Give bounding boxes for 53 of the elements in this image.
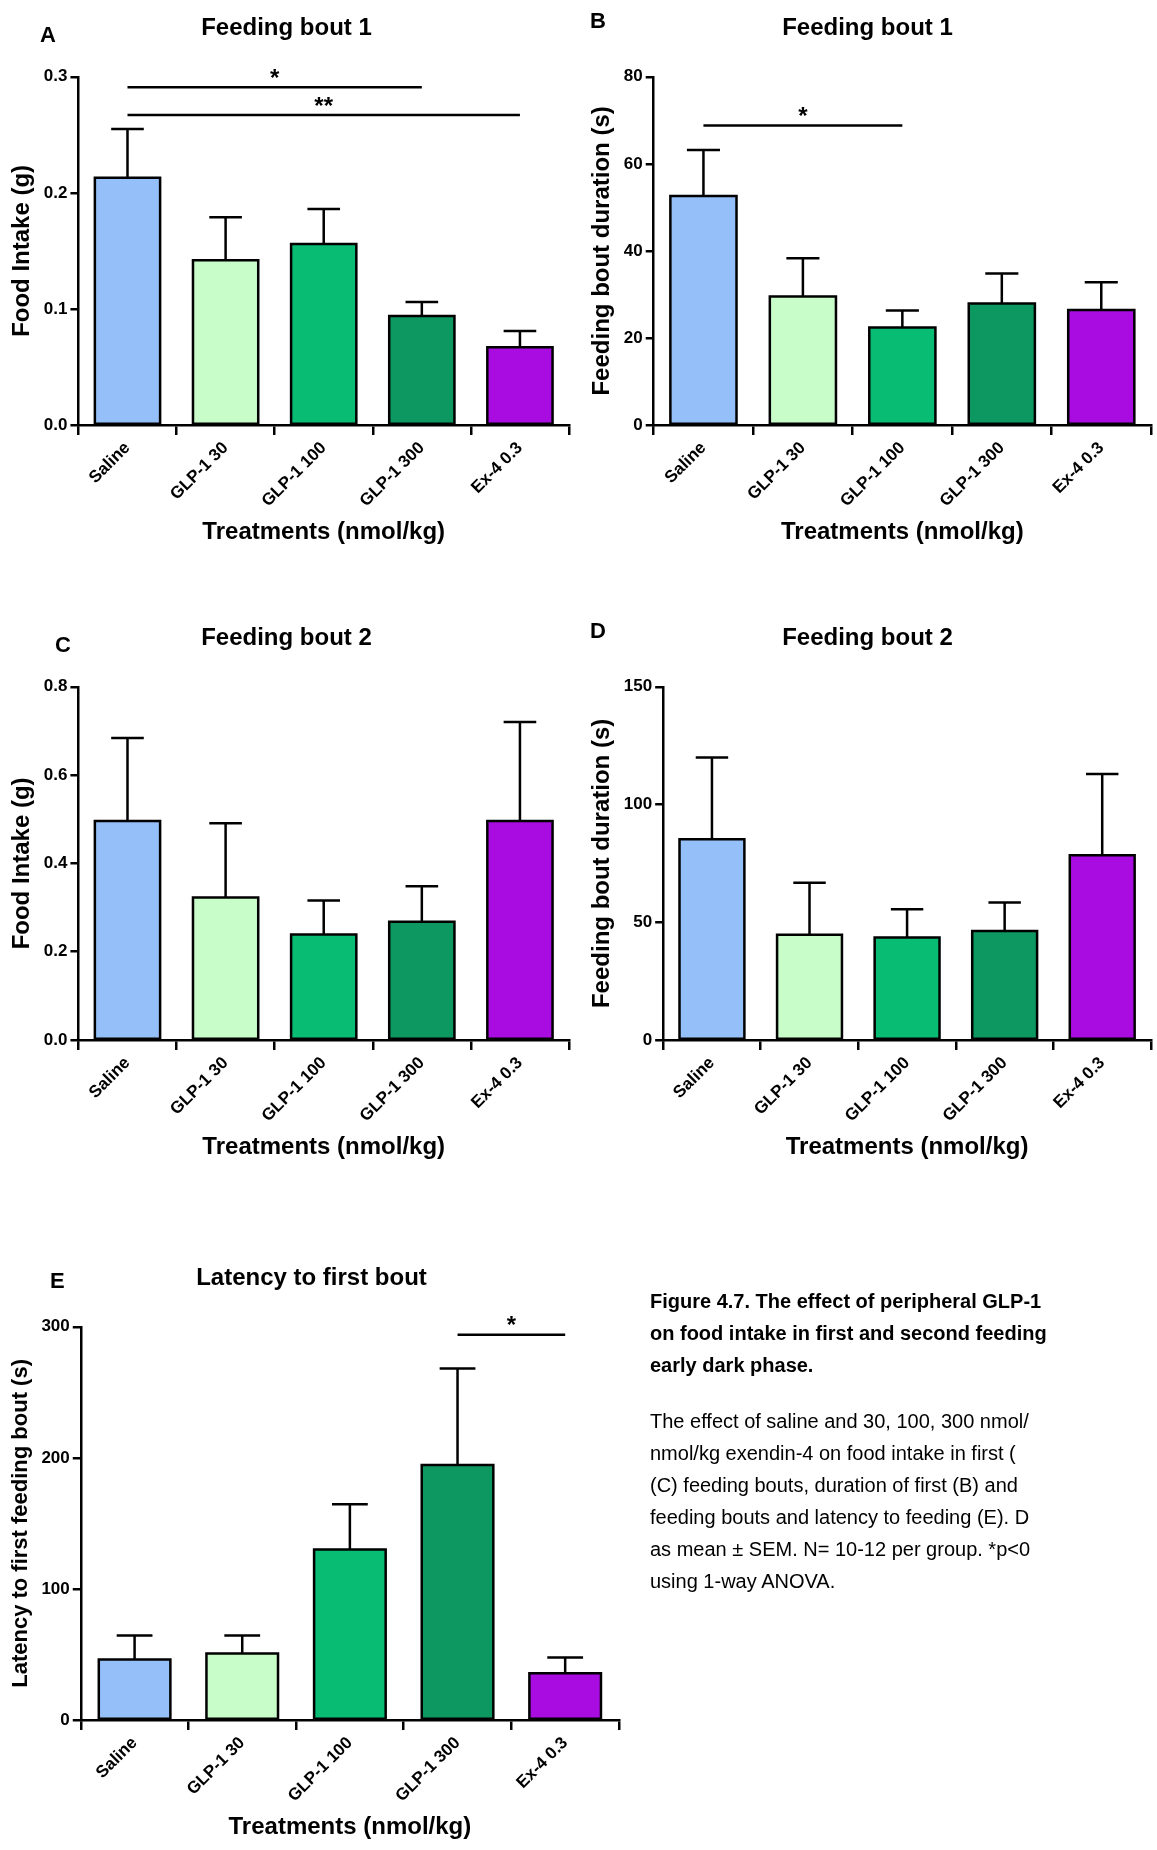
y-tick-label: 0.0 <box>43 1029 68 1049</box>
text: nmol/kg exendin-4 on food intake in first ( <box>650 1441 1017 1466</box>
y-tick-label: 0 <box>633 414 643 434</box>
chart-title: Feeding bout 1 <box>782 13 953 41</box>
y-tick-label: 200 <box>41 1447 70 1467</box>
y-tick-label: 0.2 <box>43 941 68 961</box>
text: The effect of saline and 30, 100, 300 nmol/ <box>650 1409 1030 1434</box>
y-tick-label: 0.2 <box>43 182 68 202</box>
y-tick-label: 0.6 <box>43 764 68 784</box>
text: B <box>590 8 606 34</box>
text: (C) feeding bouts, duration of first (B) and <box>650 1473 1019 1498</box>
y-tick-label: 100 <box>41 1578 70 1598</box>
text: Figure 4.7. The effect of peripheral GLP-1 on food intake in first and second feeding early dark phase. <box>650 1289 1048 1378</box>
y-axis-title: Food Intake (g) <box>7 164 35 337</box>
x-axis-title: Treatments (nmol/kg) <box>785 1132 1029 1160</box>
y-tick-label: 0.4 <box>43 853 68 873</box>
x-axis-title: Treatments (nmol/kg) <box>781 517 1024 545</box>
y-tick-label: 40 <box>623 240 643 260</box>
text: feeding bouts and latency to feeding (E). D <box>650 1505 1031 1530</box>
text: A <box>40 22 56 48</box>
text: using 1-way ANOVA. <box>650 1569 837 1594</box>
y-tick-label: 60 <box>623 153 643 173</box>
chart-title: Feeding bout 2 <box>782 623 953 651</box>
y-tick-label: 0.8 <box>43 676 68 696</box>
y-tick-label: 50 <box>633 911 653 931</box>
y-tick-label: 0.0 <box>43 414 68 434</box>
y-tick-label: 20 <box>623 327 643 347</box>
y-tick-label: 300 <box>41 1316 70 1336</box>
y-tick-label: 0.1 <box>43 298 68 318</box>
text: E <box>50 1268 65 1294</box>
chart-title: Latency to first bout <box>196 1263 427 1291</box>
y-axis-title: Latency to first feeding bout (s) <box>7 1358 33 1688</box>
chart-title: Feeding bout 2 <box>201 623 372 651</box>
y-tick-label: 150 <box>623 676 653 696</box>
y-tick-label: 80 <box>623 66 643 86</box>
y-tick-label: 0 <box>642 1029 653 1049</box>
text: as mean ± SEM. N= 10-12 per group. *p<0 <box>650 1537 1032 1562</box>
annotation: * <box>506 1311 517 1339</box>
x-axis-title: Treatments (nmol/kg) <box>202 1132 446 1160</box>
text: C <box>55 632 71 658</box>
chart-title: Feeding bout 1 <box>201 13 372 41</box>
y-axis-title: Feeding bout duration (s) <box>587 718 615 1009</box>
y-tick-label: 100 <box>623 794 653 814</box>
y-tick-label: 0.3 <box>43 66 68 86</box>
text: D <box>590 618 606 644</box>
x-axis-title: Treatments (nmol/kg) <box>202 517 446 545</box>
y-axis-title: Food Intake (g) <box>7 777 35 950</box>
annotation: * <box>269 63 280 91</box>
annotation: * <box>798 102 809 130</box>
y-tick-label: 0 <box>60 1709 70 1729</box>
annotation: ** <box>314 91 334 119</box>
x-axis-title: Treatments (nmol/kg) <box>228 1812 472 1840</box>
y-axis-title: Feeding bout duration (s) <box>587 106 615 396</box>
